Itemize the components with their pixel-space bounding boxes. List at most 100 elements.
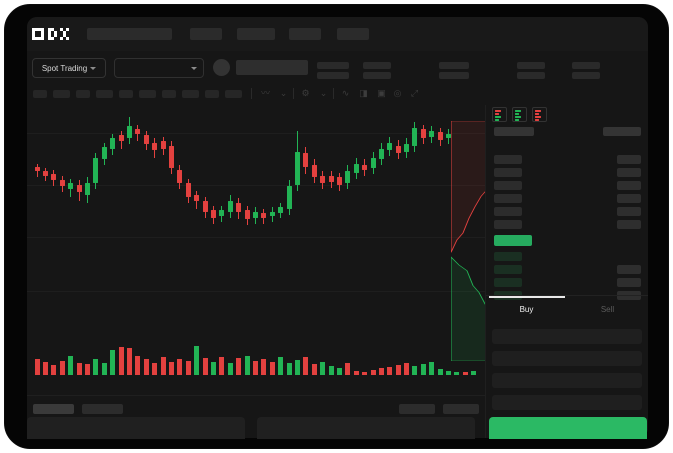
candle-up-4 (68, 183, 74, 189)
orderbook-ask-row-3[interactable] (494, 194, 522, 203)
candle-down-3 (59, 180, 65, 186)
candle-down-27 (261, 213, 267, 218)
settings-icon[interactable]: ⚙ (301, 88, 310, 98)
market-stat-placeholder-1 (317, 72, 349, 79)
interval-button-1[interactable] (53, 90, 70, 98)
candle-up-22 (219, 210, 225, 216)
candle-up-29 (278, 207, 284, 213)
candle-down-24 (236, 202, 242, 212)
bottom-cta-panel[interactable] (489, 417, 647, 439)
interval-button-3[interactable] (96, 90, 113, 98)
order-field-1[interactable] (492, 351, 642, 366)
orderbook-ask-size-1 (617, 168, 641, 177)
buy-sell-tabs: Buy Sell (486, 295, 648, 322)
chart-toolbar: 〰 ⌄ ⚙ ⌄ ∿ ◨ ▣ ◎ ⤢ (27, 83, 648, 106)
candle-down-48 (437, 132, 443, 140)
candle-up-41 (378, 148, 384, 159)
orderbook-header-right (603, 127, 641, 136)
market-type-label: Spot Trading (41, 63, 88, 73)
trading-pair-selector[interactable] (114, 58, 204, 78)
price-chart-panel[interactable] (27, 105, 513, 395)
chart-gridline (27, 133, 485, 134)
chevron-down-icon[interactable]: ⌄ (319, 88, 328, 98)
tab-buy[interactable]: Buy (486, 296, 567, 322)
interval-button-8[interactable] (205, 90, 219, 98)
volume-bar-4 (68, 356, 74, 375)
candle-down-20 (202, 201, 208, 212)
orderbook-ask-row-1[interactable] (494, 168, 522, 177)
indicator-icon[interactable]: 〰 (260, 88, 270, 98)
candle-up-9 (110, 138, 116, 149)
order-field-0[interactable] (492, 329, 642, 344)
okx-logo-icon[interactable] (32, 28, 72, 41)
camera-icon[interactable]: ▣ (377, 88, 386, 98)
alert-icon[interactable]: ◎ (393, 88, 402, 98)
line-chart-icon[interactable]: ∿ (341, 88, 350, 98)
interval-button-9[interactable] (225, 90, 242, 98)
volume-bar-23 (227, 363, 233, 375)
volume-bar-24 (236, 358, 242, 375)
nav-item-placeholder-1[interactable] (190, 28, 222, 40)
orders-tab-1[interactable] (82, 404, 123, 414)
bottom-panel-1[interactable] (257, 417, 475, 439)
orderbook-bids-icon[interactable] (512, 107, 527, 122)
orderbook-ask-row-4[interactable] (494, 207, 522, 216)
orderbook-bid-row-1[interactable] (494, 265, 522, 274)
candle-up-26 (252, 211, 258, 218)
toolbar-divider (251, 88, 252, 99)
interval-button-5[interactable] (139, 90, 156, 98)
orderbook-ask-row-5[interactable] (494, 220, 522, 229)
compare-icon[interactable]: ⌄ (279, 88, 288, 98)
volume-bar-19 (194, 346, 200, 375)
tab-sell[interactable]: Sell (567, 296, 648, 322)
candlestick-series (27, 105, 485, 310)
eraser-icon[interactable]: ◨ (359, 88, 368, 98)
candle-down-1 (43, 171, 49, 176)
interval-button-7[interactable] (182, 90, 199, 98)
candle-down-13 (143, 135, 149, 144)
nav-item-placeholder-0[interactable] (87, 28, 172, 40)
orderbook-last-price-row[interactable] (494, 235, 532, 246)
market-type-selector[interactable]: Spot Trading (32, 58, 106, 78)
volume-bar-38 (353, 371, 359, 375)
nav-item-placeholder-4[interactable] (337, 28, 369, 40)
chevron-down-icon (191, 67, 197, 70)
orderbook-ask-row-0[interactable] (494, 155, 522, 164)
orders-action-0[interactable] (399, 404, 435, 414)
orders-tab-0[interactable] (33, 404, 74, 414)
interval-button-2[interactable] (76, 90, 90, 98)
volume-bar-10 (118, 347, 124, 375)
orderbook-bid-row-0[interactable] (494, 252, 522, 261)
orderbook-bid-size-2 (617, 278, 641, 287)
tab-buy-label: Buy (519, 304, 534, 314)
market-stat-placeholder-4 (439, 62, 469, 69)
nav-item-placeholder-2[interactable] (237, 28, 275, 40)
market-stat-placeholder-7 (517, 72, 545, 79)
volume-bar-43 (395, 365, 401, 375)
interval-button-6[interactable] (162, 90, 176, 98)
fullscreen-icon[interactable]: ⤢ (410, 88, 419, 98)
orders-action-1[interactable] (443, 404, 479, 414)
candle-down-10 (118, 135, 124, 141)
volume-bar-11 (126, 348, 132, 375)
candle-down-35 (328, 175, 334, 182)
order-field-2[interactable] (492, 373, 642, 388)
interval-button-0[interactable] (33, 90, 47, 98)
volume-bar-7 (93, 359, 99, 375)
volume-bar-47 (429, 362, 435, 375)
volume-bar-29 (278, 357, 284, 375)
orderbook-asks-icon[interactable] (532, 107, 547, 122)
market-stat-placeholder-2 (363, 62, 391, 69)
volume-bar-44 (404, 363, 410, 375)
orderbook-view-switcher[interactable] (492, 107, 547, 122)
order-field-3[interactable] (492, 395, 642, 410)
buy-tab-indicator (489, 296, 565, 298)
bottom-panel-0[interactable] (27, 417, 245, 439)
nav-item-placeholder-3[interactable] (289, 28, 321, 40)
interval-button-4[interactable] (119, 90, 133, 98)
volume-bar-26 (252, 361, 258, 375)
orderbook-both-icon[interactable] (492, 107, 507, 122)
orderbook-ask-row-2[interactable] (494, 181, 522, 190)
candle-down-17 (177, 169, 183, 183)
orderbook-bid-row-2[interactable] (494, 278, 522, 287)
